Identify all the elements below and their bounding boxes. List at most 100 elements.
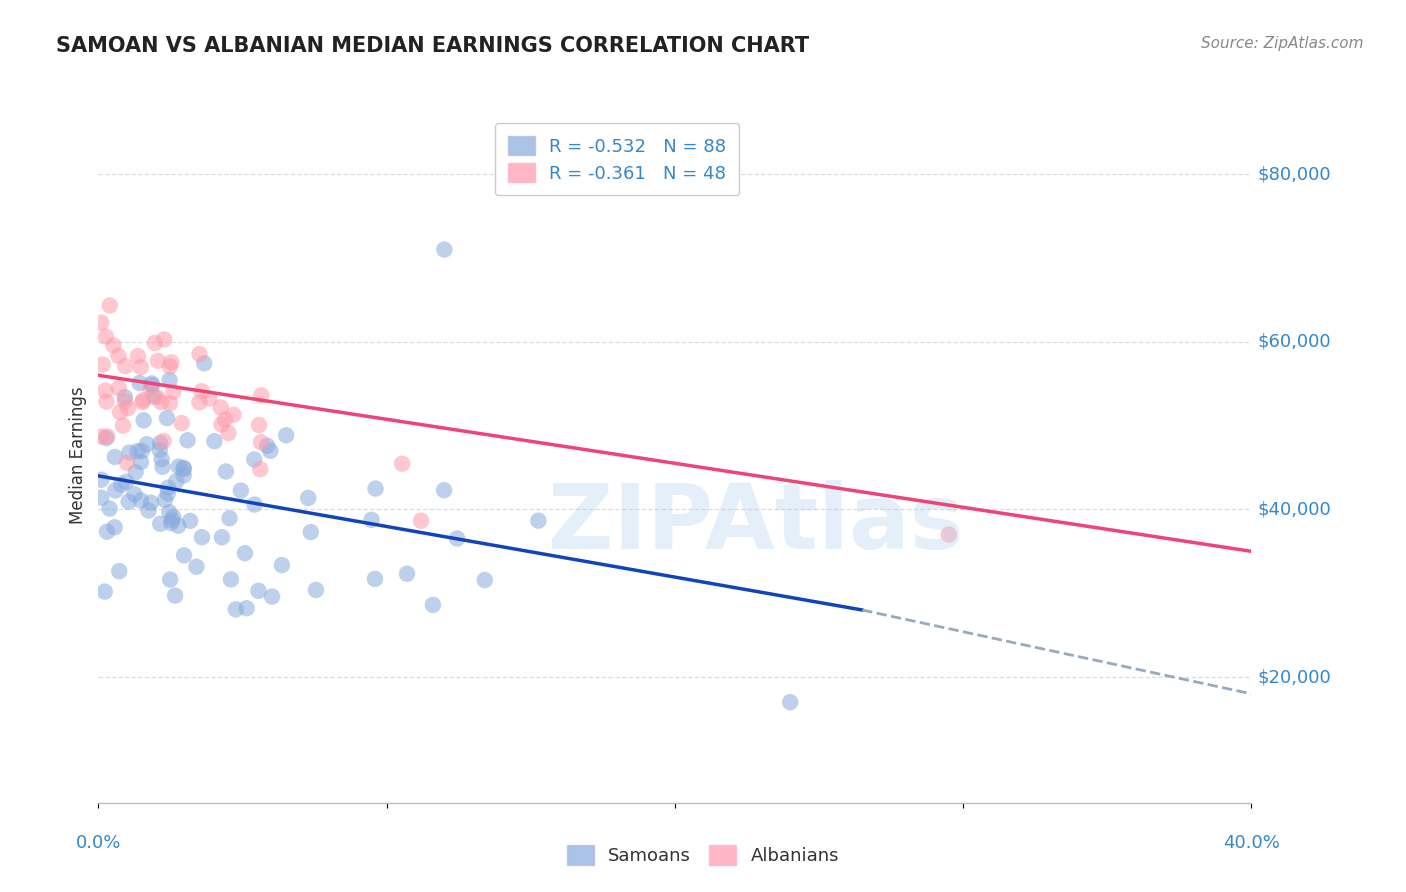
Point <box>115 475 138 489</box>
Point <box>150 452 173 467</box>
Text: 0.0%: 0.0% <box>76 834 121 852</box>
Text: SAMOAN VS ALBANIAN MEDIAN EARNINGS CORRELATION CHART: SAMOAN VS ALBANIAN MEDIAN EARNINGS CORRE… <box>56 36 810 55</box>
Point <box>159 573 181 587</box>
Point <box>779 695 801 709</box>
Point <box>211 417 233 432</box>
Point <box>260 590 283 604</box>
Point <box>165 475 187 489</box>
Point <box>433 483 456 498</box>
Point <box>108 564 131 578</box>
Point <box>104 520 127 534</box>
Point <box>131 395 153 409</box>
Point <box>170 416 193 430</box>
Point <box>190 384 212 399</box>
Point <box>104 450 127 464</box>
Point <box>117 401 139 416</box>
Point <box>156 411 179 425</box>
Point <box>395 566 418 581</box>
Point <box>173 460 195 475</box>
Point <box>149 443 172 458</box>
Point <box>127 349 149 363</box>
Point <box>259 443 281 458</box>
Point <box>229 483 252 498</box>
Point <box>90 473 112 487</box>
Point <box>167 459 190 474</box>
Point <box>94 384 117 398</box>
Point <box>90 491 112 505</box>
Point <box>162 509 184 524</box>
Point <box>409 514 432 528</box>
Legend: Samoans, Albanians: Samoans, Albanians <box>558 836 848 874</box>
Point <box>104 483 127 498</box>
Point <box>217 425 239 440</box>
Point <box>235 601 257 615</box>
Point <box>98 501 121 516</box>
Point <box>90 429 112 443</box>
Point <box>222 408 245 422</box>
Point <box>94 329 117 343</box>
Point <box>90 316 112 330</box>
Point <box>243 452 266 467</box>
Point <box>156 481 179 495</box>
Point <box>360 513 382 527</box>
Text: $60,000: $60,000 <box>1257 333 1330 351</box>
Point <box>215 465 238 479</box>
Point <box>107 349 129 363</box>
Text: 40.0%: 40.0% <box>1223 834 1279 852</box>
Point <box>474 573 496 587</box>
Point <box>131 443 153 458</box>
Point <box>118 445 141 459</box>
Point <box>128 376 150 390</box>
Point <box>114 359 136 373</box>
Point <box>124 465 146 479</box>
Point <box>204 434 226 449</box>
Point <box>152 459 174 474</box>
Point <box>156 486 179 500</box>
Point <box>107 381 129 395</box>
Point <box>143 335 166 350</box>
Point <box>422 598 444 612</box>
Point <box>96 394 118 409</box>
Point <box>299 524 322 539</box>
Point <box>256 439 278 453</box>
Point <box>211 530 233 544</box>
Point <box>938 527 960 541</box>
Point <box>527 514 550 528</box>
Point <box>157 505 180 519</box>
Point <box>191 530 214 544</box>
Point <box>219 572 242 586</box>
Point <box>132 413 155 427</box>
Point <box>160 513 183 527</box>
Point <box>117 494 139 508</box>
Point <box>188 347 211 361</box>
Point <box>112 418 135 433</box>
Point <box>209 401 232 415</box>
Point <box>153 492 176 507</box>
Point <box>247 417 270 432</box>
Point <box>141 378 163 392</box>
Point <box>179 514 201 528</box>
Point <box>243 498 266 512</box>
Point <box>173 549 195 563</box>
Point <box>98 298 121 312</box>
Point <box>433 243 456 257</box>
Point <box>250 435 273 450</box>
Point <box>186 559 208 574</box>
Point <box>446 532 468 546</box>
Point <box>129 493 152 508</box>
Text: ZIPAtlas: ZIPAtlas <box>548 481 963 568</box>
Point <box>173 462 195 476</box>
Point <box>114 390 136 404</box>
Text: $80,000: $80,000 <box>1257 165 1330 183</box>
Point <box>153 333 176 347</box>
Point <box>271 558 294 573</box>
Point <box>159 373 181 387</box>
Point <box>247 583 270 598</box>
Point <box>250 388 273 402</box>
Point <box>297 491 319 505</box>
Point <box>124 487 146 501</box>
Point <box>93 584 115 599</box>
Point <box>136 437 159 451</box>
Point <box>167 518 190 533</box>
Point <box>165 589 187 603</box>
